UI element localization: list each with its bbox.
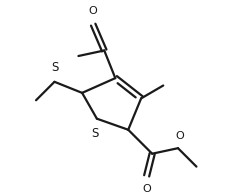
Text: O: O — [89, 6, 98, 16]
Text: O: O — [142, 184, 151, 194]
Text: O: O — [175, 131, 184, 141]
Text: S: S — [52, 60, 59, 74]
Text: S: S — [91, 127, 99, 140]
